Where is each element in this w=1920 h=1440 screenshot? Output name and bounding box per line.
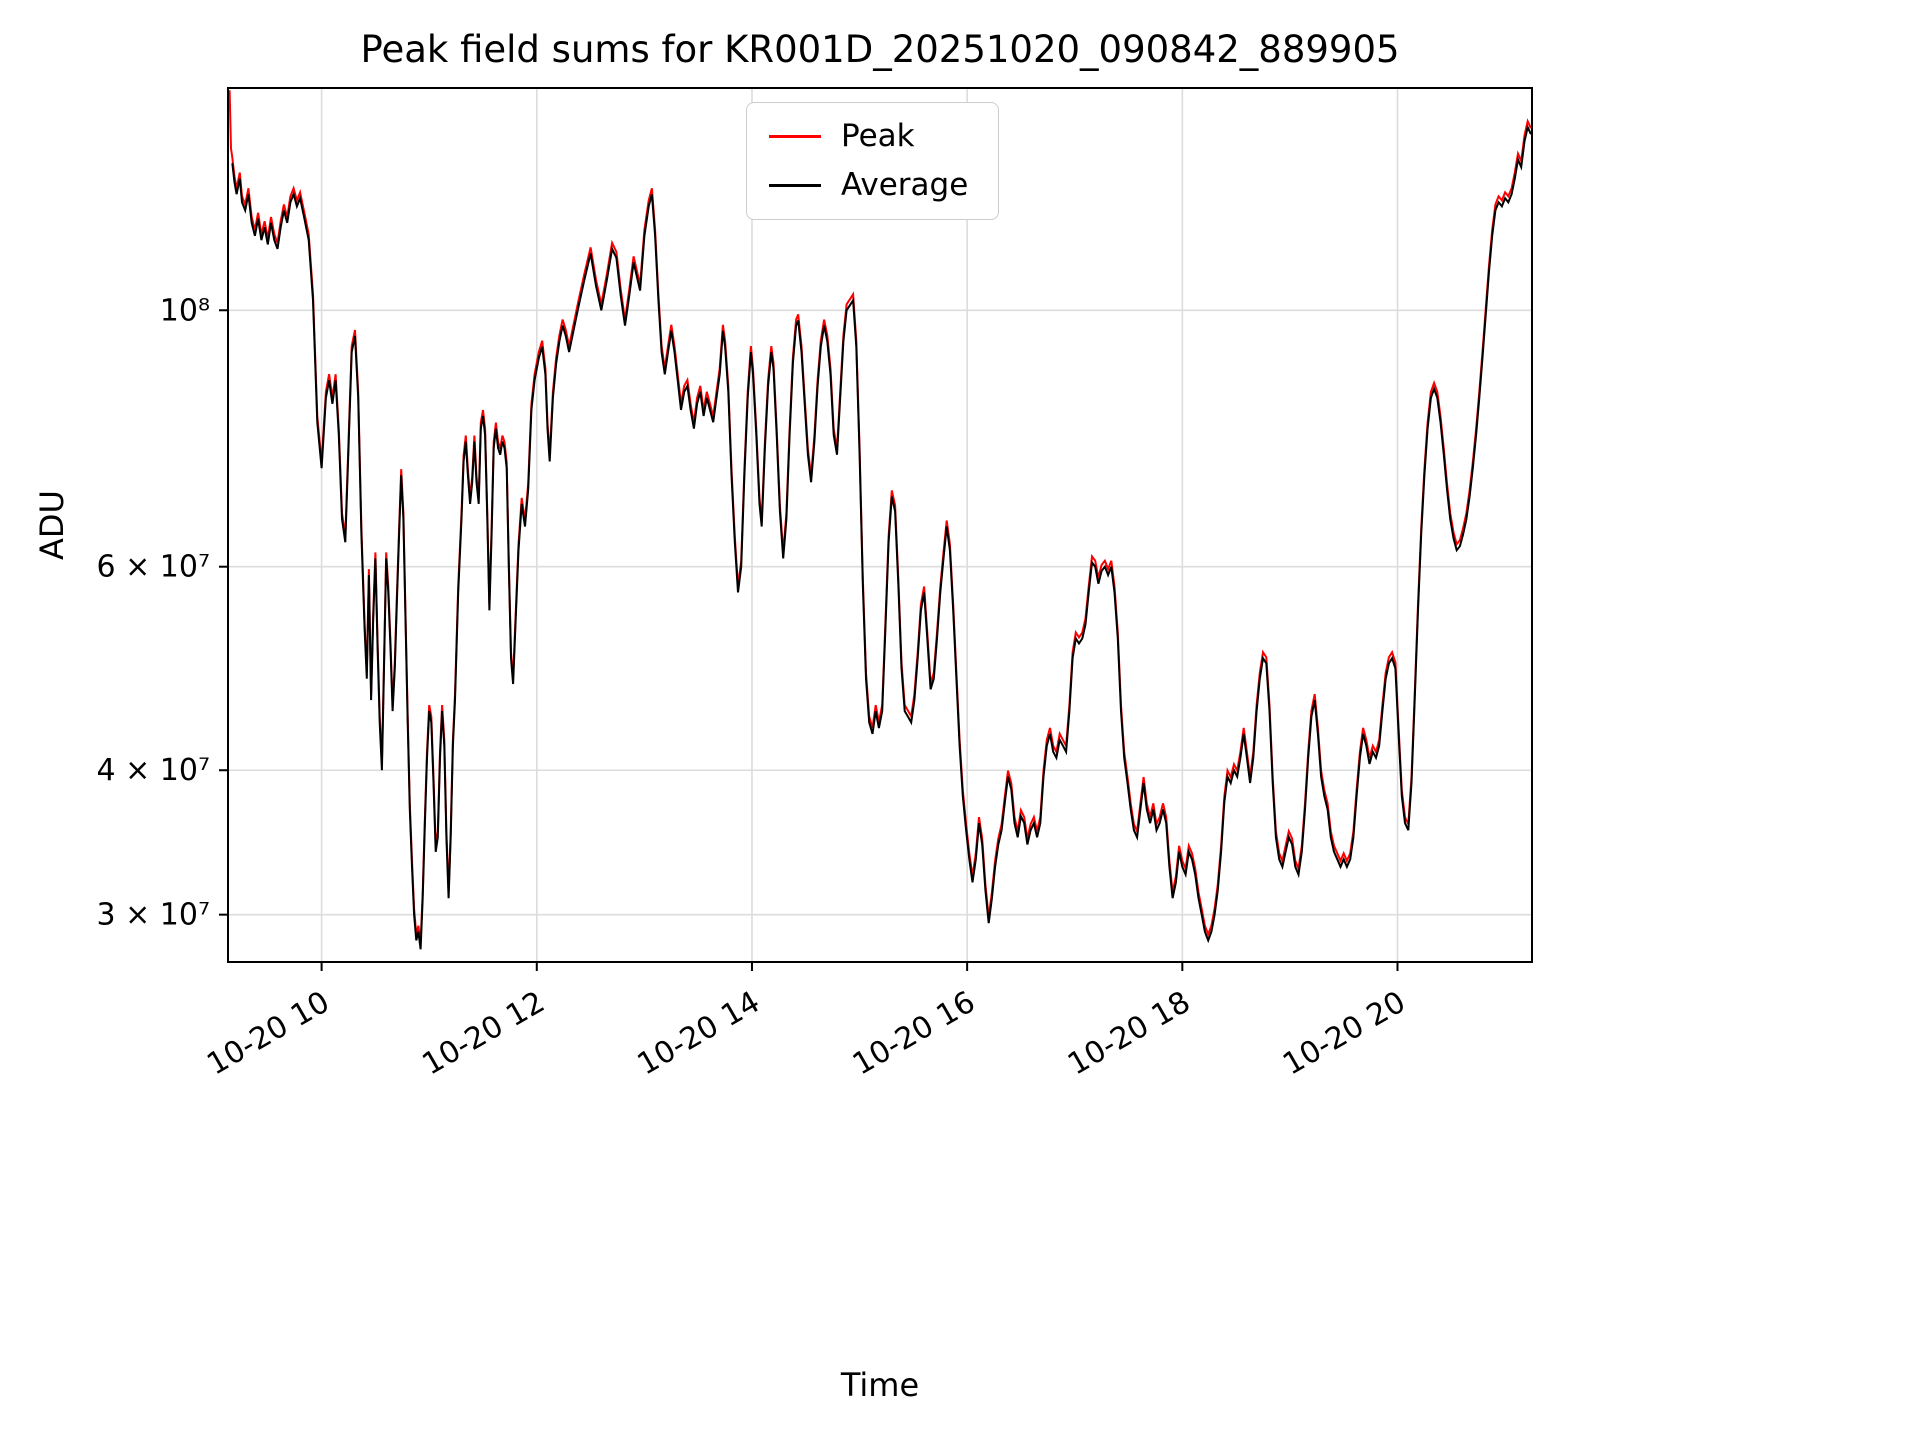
x-axis-label: Time <box>840 1366 920 1404</box>
legend-entry-peak: Peak <box>769 121 968 152</box>
legend-entry-average: Average <box>769 170 968 201</box>
x-tick-label: 10-20 10 <box>201 985 335 1083</box>
average-line-swatch <box>769 184 821 187</box>
y-tick-label: 4 × 10⁷ <box>97 753 211 788</box>
x-tick-label: 10-20 12 <box>416 985 550 1083</box>
x-tick-label: 10-20 20 <box>1277 985 1411 1083</box>
plot-border <box>227 87 1533 963</box>
legend-label-average: Average <box>841 167 969 203</box>
legend: Peak Average <box>746 102 1000 220</box>
y-tick-label: 6 × 10⁷ <box>97 550 211 585</box>
legend-label-peak: Peak <box>841 118 915 154</box>
average-series-line <box>231 124 1532 950</box>
y-tick-label: 10⁸ <box>160 293 210 328</box>
y-tick-label: 3 × 10⁷ <box>97 898 211 933</box>
peak-line-swatch <box>769 135 821 138</box>
chart-title: Peak field sums for KR001D_20251020_0908… <box>360 28 1400 71</box>
x-tick-label: 10-20 14 <box>632 985 766 1083</box>
x-tick-label: 10-20 16 <box>847 985 981 1083</box>
y-axis-label: ADU <box>33 490 71 560</box>
x-tick-label: 10-20 18 <box>1062 985 1196 1083</box>
